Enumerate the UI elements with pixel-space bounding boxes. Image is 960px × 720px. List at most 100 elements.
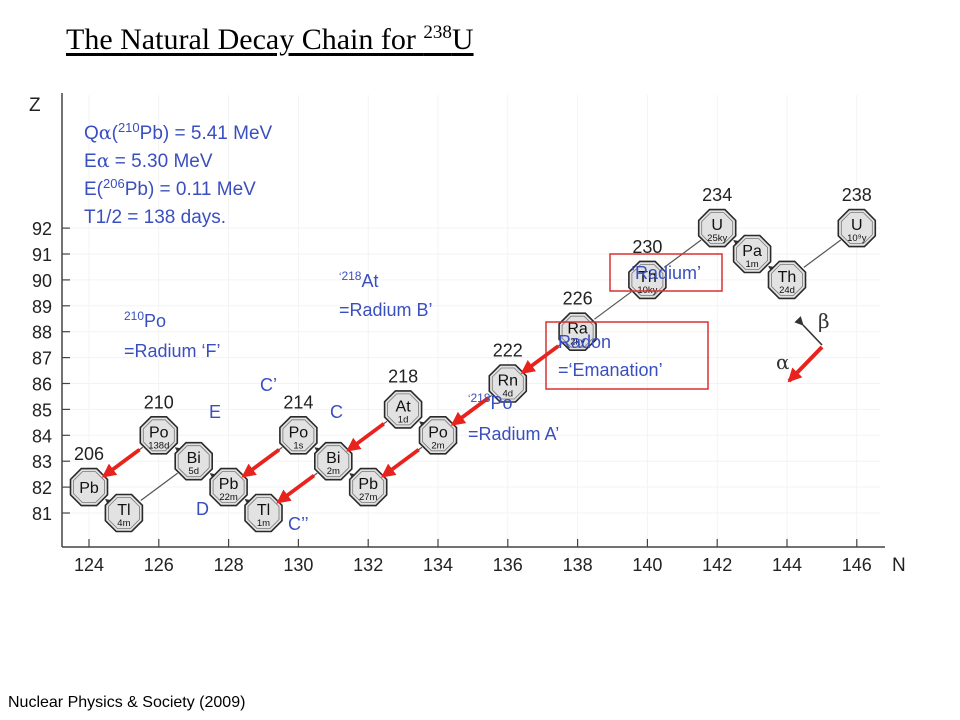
- nuclide-octagon: [383, 390, 423, 429]
- nuclide-mass-number: 234: [702, 185, 732, 205]
- po210-name: =Radium ‘F’: [124, 341, 221, 361]
- q-open-paren: (: [112, 123, 119, 144]
- nuclide-half-life: 10⁹y: [847, 233, 867, 244]
- legend-alpha-arrow: [787, 345, 824, 383]
- nuclide-mass-number: 226: [563, 289, 593, 309]
- po218-label: ‘218Po: [468, 391, 513, 413]
- highlighted-alpha-arrows: [101, 344, 560, 504]
- nuclide-octagon-inner: [840, 212, 873, 245]
- z-tick-label: 89: [32, 297, 52, 317]
- alpha-decay-arrow: [450, 396, 490, 427]
- nuclide-mass-number: 210: [144, 392, 174, 412]
- nuclide-symbol: Th: [778, 269, 797, 286]
- legend-alpha-symbol: α: [776, 350, 790, 374]
- slide-title: The Natural Decay Chain for 238U: [66, 22, 474, 57]
- e-alpha-value: = 5.30 MeV: [110, 151, 213, 172]
- nuclide-half-life: 4m: [117, 518, 130, 529]
- title-mass-number: 238: [423, 22, 452, 43]
- n-tick-label: 128: [214, 555, 244, 575]
- nuclide-octagon: [697, 208, 737, 248]
- title-prefix: The Natural Decay Chain for: [66, 23, 424, 56]
- n-tick-label: 136: [493, 555, 523, 575]
- half-life-line: T1/2 = 138 days.: [84, 207, 226, 228]
- nuclide-octagon: [174, 441, 213, 481]
- po210-superscript: 210: [124, 309, 144, 323]
- decay-energy-info: Qα(210Pb) = 5.41 MeV Eα = 5.30 MeV E(206…: [84, 120, 273, 228]
- nuclide-octagon: [104, 493, 144, 533]
- beta-decay-arrow: [768, 265, 779, 275]
- n-tick-label: 132: [353, 555, 383, 575]
- q-superscript: 210: [118, 120, 140, 135]
- nuclide-half-life: 1d: [398, 414, 409, 425]
- z-tick-label: 83: [32, 452, 52, 472]
- nuclide-symbol: Pb: [358, 476, 378, 493]
- nuclide-half-life: 1m: [745, 259, 758, 270]
- nuclide-octagon: [732, 234, 772, 274]
- nuclide-octagon: [837, 208, 877, 248]
- nuclide-octagon-inner: [736, 238, 768, 270]
- nuclide-octagon-inner: [142, 419, 175, 452]
- nuclide-octagon-inner: [212, 471, 245, 504]
- alpha-decay-path: [594, 291, 632, 320]
- recoil-value: Pb) = 0.11 MeV: [125, 179, 256, 200]
- beta-decay-arrow: [733, 240, 744, 249]
- nuclide-half-life: 2m: [327, 466, 340, 477]
- nuclide-symbol: Po: [428, 424, 448, 441]
- nuclide-half-life: 27m: [359, 492, 378, 503]
- nuclide-octagon-inner: [701, 212, 734, 245]
- nuclide-half-life: 25ky: [707, 233, 727, 244]
- legend-beta-symbol: β: [818, 309, 830, 333]
- z-tick-label: 82: [32, 478, 52, 498]
- nuclide-half-life: 138d: [148, 440, 169, 451]
- nuclide-symbol: Pb: [79, 480, 99, 497]
- beta-decay-arrows: [105, 240, 779, 508]
- nuclide-symbol: Tl: [257, 502, 270, 519]
- nuclide-symbol: Po: [149, 424, 169, 441]
- z-tick-label: 86: [32, 375, 52, 395]
- nuclide-octagon-inner: [352, 471, 385, 504]
- alpha-decay-arrow: [101, 448, 141, 478]
- n-tick-label: 124: [74, 555, 104, 575]
- nuclide-symbol: U: [851, 217, 863, 234]
- nuclide-octagon: [628, 260, 667, 300]
- recoil-energy-line: E(206Pb) = 0.11 MeV: [84, 176, 256, 200]
- alpha-decay-arrow: [520, 344, 560, 375]
- n-tick-label: 138: [563, 555, 593, 575]
- e-alpha-symbol: α: [97, 150, 110, 172]
- po218-name: =Radium A’: [468, 424, 559, 444]
- q-value-line: Qα(210Pb) = 5.41 MeV: [84, 120, 273, 144]
- nuclide-octagon-inner: [387, 393, 420, 426]
- nuclide-symbol: Ra: [567, 321, 588, 338]
- c-label: C: [330, 402, 343, 422]
- footer-citation: Nuclear Physics & Society (2009): [8, 694, 246, 711]
- nuclide-symbol: Pa: [742, 243, 762, 260]
- nuclide-symbol: Th: [638, 269, 657, 286]
- po218-quote: ‘: [468, 393, 470, 405]
- nuclide-symbol: Bi: [326, 450, 340, 467]
- title-element: U: [451, 23, 474, 56]
- nuclide-octagon-inner: [247, 497, 280, 529]
- n-axis-label: N: [892, 555, 906, 576]
- nuclide-mass-number: 214: [283, 392, 313, 412]
- nuclide-half-life: 24d: [779, 285, 795, 296]
- n-tick-label: 146: [842, 555, 872, 575]
- nuclide-node: Pb 206: [69, 444, 109, 507]
- e-symbol: E: [84, 151, 97, 172]
- nuclide-half-life: 1s: [293, 440, 303, 451]
- nuclide-mass-number: 238: [842, 185, 872, 205]
- nuclide-symbol: At: [396, 398, 412, 415]
- radon-box: [545, 321, 709, 390]
- nuclide-symbol: U: [711, 217, 723, 234]
